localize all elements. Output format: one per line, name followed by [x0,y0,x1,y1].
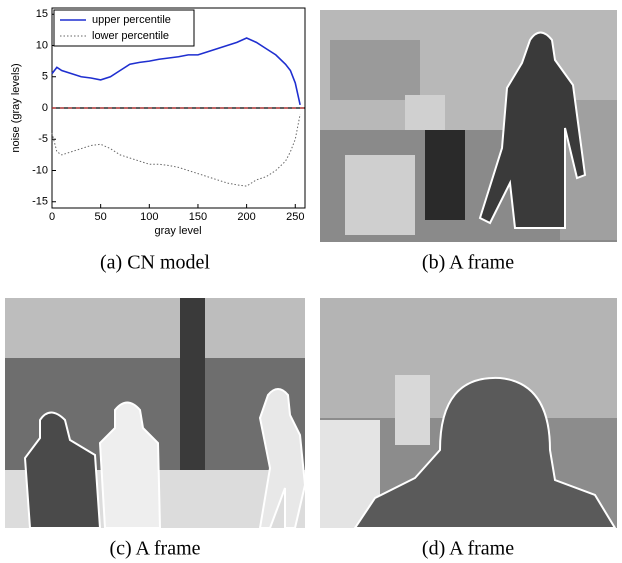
x-tick-label: 50 [95,211,107,223]
x-tick-label: 100 [140,211,158,223]
y-tick-label: 10 [36,39,48,51]
photo-c [5,298,305,528]
caption: (c) A frame [109,538,200,560]
x-axis-label: gray level [154,225,201,237]
figure: (a) CN model (b) A frame (c) A frame (d)… [0,0,622,563]
x-tick-label: 0 [49,211,55,223]
photo-b [320,10,617,242]
caption: (a) CN model [100,252,210,274]
legend-label: upper percentile [92,14,171,26]
y-tick-label: -5 [38,133,48,145]
legend-label: lower percentile [92,30,169,42]
photo-d [320,298,617,528]
figure-canvas: (a) CN model (b) A frame (c) A frame (d)… [0,0,622,563]
caption: (b) A frame [422,252,514,274]
y-tick-label: 0 [42,102,48,114]
y-tick-label: -10 [32,164,48,176]
x-tick-label: 200 [237,211,255,223]
x-tick-label: 250 [286,211,304,223]
y-tick-label: 5 [42,71,48,83]
caption: (d) A frame [422,538,514,560]
y-axis-label: noise (gray levels) [10,63,22,152]
x-tick-label: 150 [189,211,207,223]
y-tick-label: 15 [36,8,48,20]
y-tick-label: -15 [32,196,48,208]
